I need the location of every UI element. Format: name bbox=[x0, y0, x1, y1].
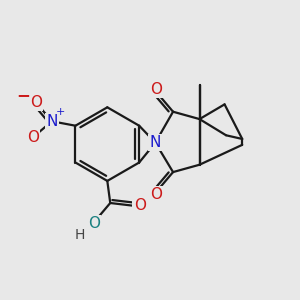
Text: N: N bbox=[46, 114, 58, 129]
Text: O: O bbox=[88, 216, 100, 231]
Text: −: − bbox=[16, 86, 30, 104]
Text: +: + bbox=[56, 107, 65, 118]
Text: O: O bbox=[150, 187, 162, 202]
Text: O: O bbox=[27, 130, 39, 145]
Text: H: H bbox=[75, 227, 85, 242]
Text: O: O bbox=[30, 95, 42, 110]
Text: O: O bbox=[134, 198, 146, 213]
Text: N: N bbox=[150, 135, 161, 150]
Text: O: O bbox=[150, 82, 162, 97]
